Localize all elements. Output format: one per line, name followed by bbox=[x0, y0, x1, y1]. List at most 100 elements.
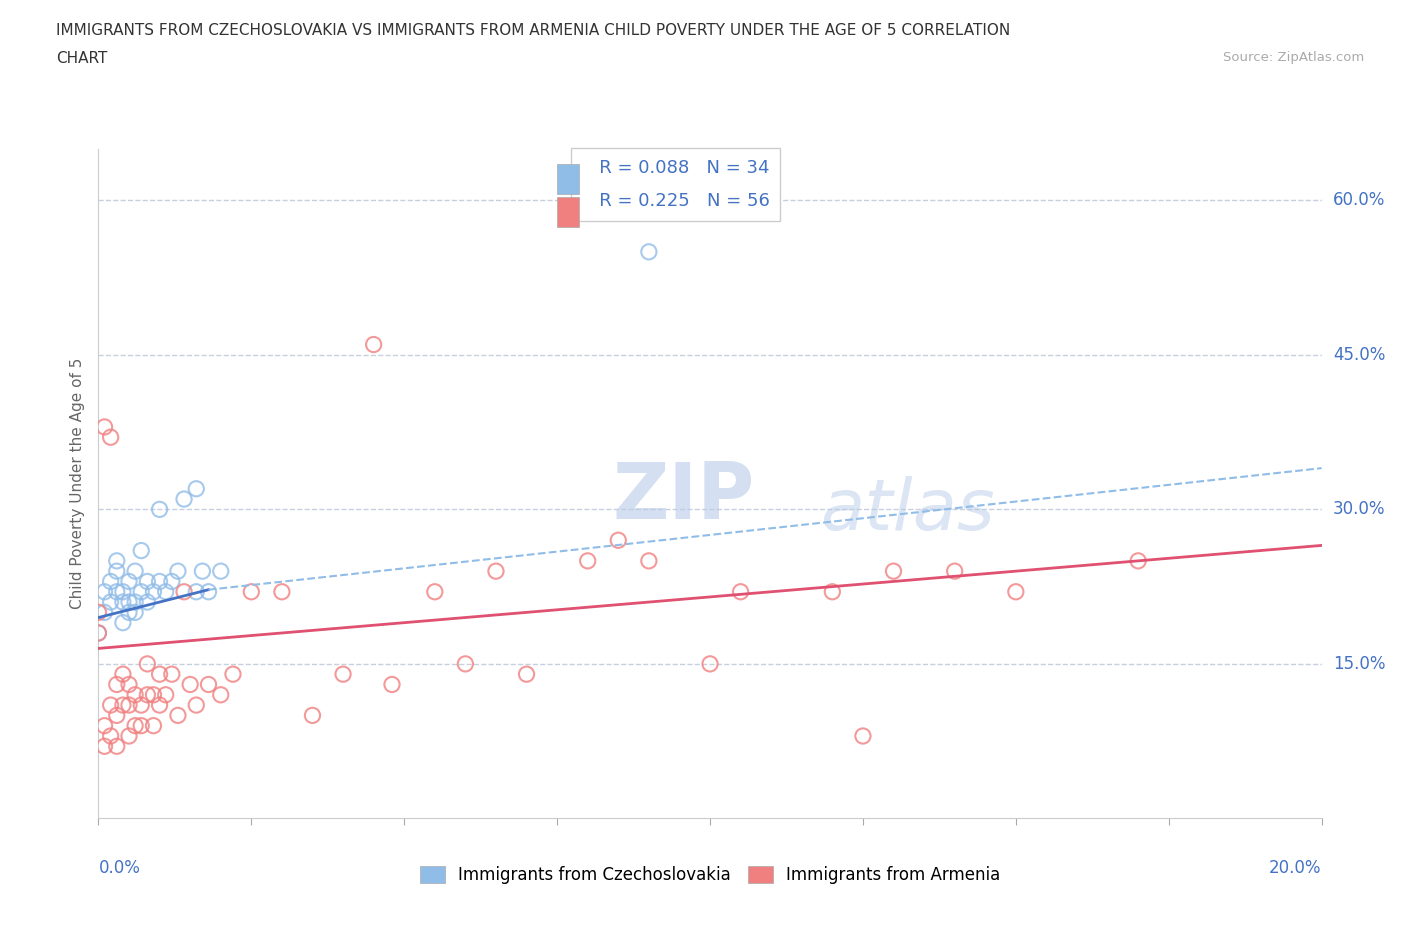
Text: atlas: atlas bbox=[820, 476, 994, 545]
Point bbox=[191, 564, 214, 578]
Point bbox=[883, 564, 905, 578]
Point bbox=[197, 584, 219, 599]
Point bbox=[93, 584, 115, 599]
Point bbox=[93, 718, 115, 733]
Legend: Immigrants from Czechoslovakia, Immigrants from Armenia: Immigrants from Czechoslovakia, Immigran… bbox=[413, 859, 1007, 890]
Point bbox=[485, 564, 508, 578]
Point bbox=[454, 657, 477, 671]
Point bbox=[167, 708, 190, 723]
Point bbox=[301, 708, 323, 723]
Point bbox=[124, 604, 146, 619]
Point bbox=[111, 584, 134, 599]
Point bbox=[222, 667, 245, 682]
Point bbox=[607, 533, 630, 548]
Point bbox=[149, 574, 172, 589]
Point bbox=[270, 584, 292, 599]
Point bbox=[197, 677, 219, 692]
Point bbox=[1004, 584, 1026, 599]
Text: 60.0%: 60.0% bbox=[1333, 192, 1385, 209]
Point bbox=[111, 698, 134, 712]
Point bbox=[209, 564, 232, 578]
Y-axis label: Child Poverty Under the Age of 5: Child Poverty Under the Age of 5 bbox=[69, 358, 84, 609]
Point bbox=[87, 626, 110, 641]
FancyBboxPatch shape bbox=[557, 197, 579, 227]
Text: 30.0%: 30.0% bbox=[1333, 500, 1385, 518]
Point bbox=[637, 553, 661, 568]
Point bbox=[93, 738, 115, 753]
Point bbox=[149, 502, 172, 517]
Point bbox=[821, 584, 844, 599]
Point bbox=[100, 430, 122, 445]
Point bbox=[730, 584, 752, 599]
Point bbox=[173, 584, 195, 599]
Point bbox=[576, 553, 599, 568]
Point bbox=[155, 687, 177, 702]
Point bbox=[699, 657, 721, 671]
Point bbox=[105, 738, 128, 753]
Text: IMMIGRANTS FROM CZECHOSLOVAKIA VS IMMIGRANTS FROM ARMENIA CHILD POVERTY UNDER TH: IMMIGRANTS FROM CZECHOSLOVAKIA VS IMMIGR… bbox=[56, 23, 1011, 38]
Point bbox=[142, 584, 165, 599]
Point bbox=[136, 657, 159, 671]
Point bbox=[332, 667, 354, 682]
Point bbox=[186, 482, 208, 497]
Point bbox=[100, 728, 122, 743]
Point bbox=[129, 698, 152, 712]
Point bbox=[136, 687, 159, 702]
Point bbox=[136, 574, 159, 589]
Point bbox=[186, 584, 208, 599]
Point bbox=[105, 553, 128, 568]
Point bbox=[149, 698, 172, 712]
Point bbox=[100, 698, 122, 712]
Point bbox=[1128, 553, 1150, 568]
Point bbox=[516, 667, 538, 682]
Point bbox=[423, 584, 446, 599]
Point bbox=[87, 626, 110, 641]
Text: CHART: CHART bbox=[56, 51, 108, 66]
Point bbox=[136, 594, 159, 609]
Point bbox=[160, 667, 183, 682]
Text: 0.0%: 0.0% bbox=[98, 858, 141, 877]
Point bbox=[142, 718, 165, 733]
Point bbox=[381, 677, 404, 692]
Point bbox=[142, 687, 165, 702]
Point bbox=[93, 604, 115, 619]
FancyBboxPatch shape bbox=[557, 164, 579, 193]
Point bbox=[129, 584, 152, 599]
Point bbox=[118, 574, 141, 589]
Point bbox=[118, 677, 141, 692]
Point bbox=[240, 584, 263, 599]
Point bbox=[179, 677, 201, 692]
Point bbox=[155, 584, 177, 599]
Point bbox=[87, 604, 110, 619]
Point bbox=[363, 337, 385, 352]
Point bbox=[943, 564, 966, 578]
Point bbox=[124, 594, 146, 609]
Point bbox=[129, 718, 152, 733]
Text: 45.0%: 45.0% bbox=[1333, 346, 1385, 364]
Point bbox=[124, 687, 146, 702]
Point bbox=[129, 543, 152, 558]
Point bbox=[118, 594, 141, 609]
Point bbox=[93, 419, 115, 434]
Point bbox=[852, 728, 875, 743]
Text: Source: ZipAtlas.com: Source: ZipAtlas.com bbox=[1223, 51, 1364, 64]
Point bbox=[118, 728, 141, 743]
Point bbox=[118, 698, 141, 712]
Text: ZIP: ZIP bbox=[612, 459, 755, 535]
Text: 15.0%: 15.0% bbox=[1333, 655, 1385, 673]
Point bbox=[124, 718, 146, 733]
Point bbox=[124, 564, 146, 578]
Point bbox=[105, 564, 128, 578]
Point bbox=[111, 616, 134, 631]
Point bbox=[186, 698, 208, 712]
Point bbox=[105, 677, 128, 692]
Point bbox=[209, 687, 232, 702]
Point bbox=[105, 708, 128, 723]
Point bbox=[118, 604, 141, 619]
Point bbox=[149, 667, 172, 682]
Point bbox=[111, 594, 134, 609]
Text: 20.0%: 20.0% bbox=[1270, 858, 1322, 877]
Point bbox=[100, 574, 122, 589]
Point bbox=[111, 667, 134, 682]
Point bbox=[160, 574, 183, 589]
